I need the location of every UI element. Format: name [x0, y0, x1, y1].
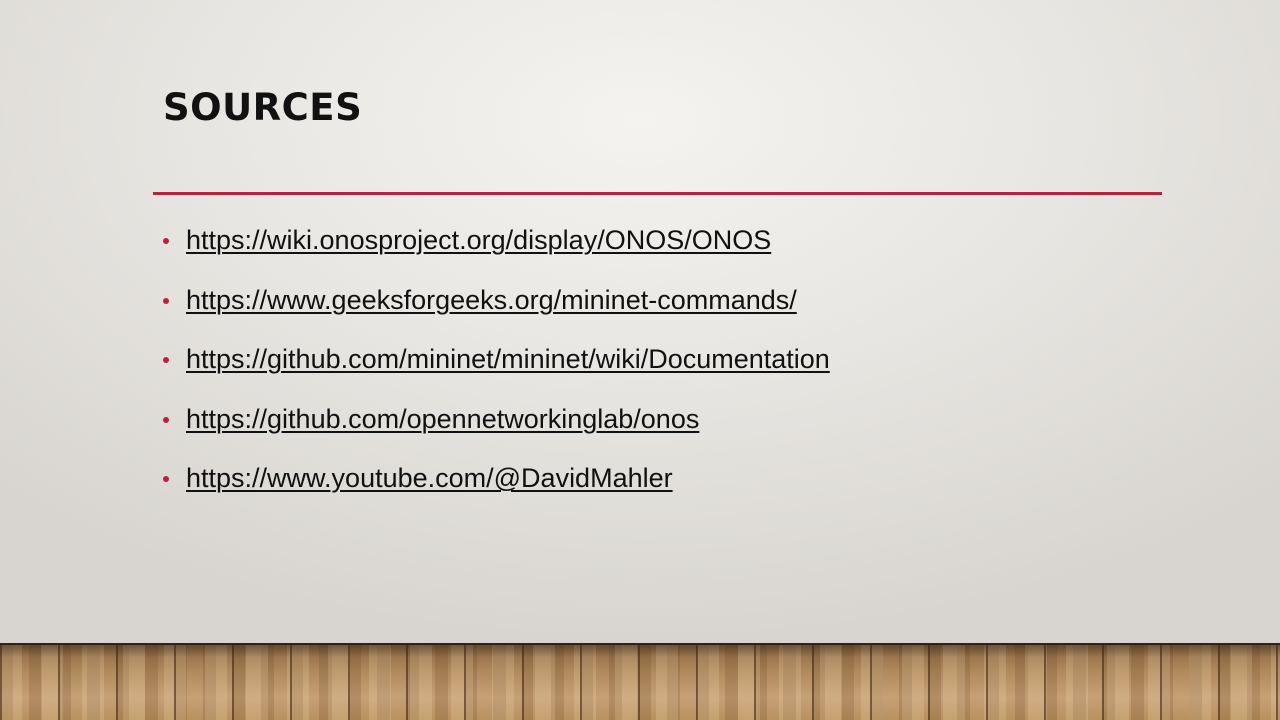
slide-title: SOURCES [163, 86, 363, 129]
list-item: https://wiki.onosproject.org/display/ONO… [163, 222, 830, 282]
bullet-icon [163, 297, 169, 304]
wooden-floor [0, 643, 1280, 720]
title-divider [153, 192, 1162, 195]
list-item: https://www.youtube.com/@DavidMahler [163, 460, 830, 520]
bullet-icon [163, 357, 169, 363]
source-link[interactable]: https://www.youtube.com/@DavidMahler [186, 463, 673, 493]
sources-list: https://wiki.onosproject.org/display/ONO… [163, 222, 830, 520]
source-link[interactable]: https://github.com/opennetworkinglab/ono… [186, 403, 700, 434]
source-link[interactable]: https://github.com/mininet/mininet/wiki/… [186, 344, 830, 374]
bullet-icon [163, 416, 169, 423]
list-item: https://github.com/opennetworkinglab/ono… [163, 401, 830, 461]
bullet-icon [163, 238, 169, 244]
floor-shadow [0, 643, 1280, 657]
bullet-icon [163, 476, 169, 482]
list-item: https://www.geeksforgeeks.org/mininet-co… [163, 282, 830, 342]
source-link[interactable]: https://www.geeksforgeeks.org/mininet-co… [186, 284, 797, 315]
source-link[interactable]: https://wiki.onosproject.org/display/ONO… [186, 225, 772, 255]
list-item: https://github.com/mininet/mininet/wiki/… [163, 341, 830, 401]
